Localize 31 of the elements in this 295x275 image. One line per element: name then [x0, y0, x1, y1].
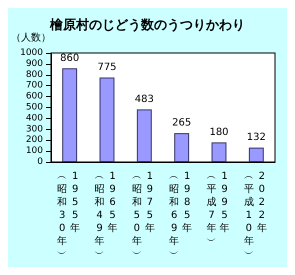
y-tick-label: 700: [26, 80, 44, 91]
y-tick-label: 500: [26, 102, 44, 112]
y-tick-label: 400: [26, 113, 44, 124]
data-label: 483: [134, 94, 154, 105]
data-label: 775: [97, 62, 117, 74]
category-label: ︵平成7年︶ 1995年: [206, 171, 230, 247]
category-label: ︵昭和69年︶ 1985年: [169, 171, 192, 260]
category-label: ︵平成10年︶ 2022年: [244, 171, 267, 260]
data-label: 180: [209, 126, 229, 138]
y-tick-label: 0: [37, 157, 44, 167]
data-label: 265: [172, 118, 192, 129]
bar: [62, 68, 78, 162]
bar: [100, 78, 114, 162]
bar: [248, 148, 264, 162]
data-label: 132: [246, 132, 266, 144]
y-tick-label: 1000: [20, 48, 44, 58]
y-tick-label: 200: [26, 135, 44, 146]
y-tick-label: 900: [26, 58, 44, 69]
y-axis-title: （人数）: [11, 32, 51, 44]
y-tick-label: 600: [26, 92, 44, 102]
bar: [174, 133, 190, 162]
data-label: 860: [60, 52, 80, 64]
category-label: ︵昭和49年︶ 1965年: [94, 171, 118, 260]
category-label: ︵昭和50年︶ 1975年: [132, 171, 155, 260]
bar: [136, 109, 152, 162]
bar: [212, 142, 226, 162]
category-label: ︵昭和30年︶ 1955年: [57, 171, 80, 260]
y-tick-label: 300: [26, 124, 44, 134]
y-tick-label: 100: [26, 146, 44, 156]
y-tick-label: 800: [26, 70, 44, 80]
chart-title: 檜原村のじどう数のうつりかわり: [49, 18, 245, 33]
